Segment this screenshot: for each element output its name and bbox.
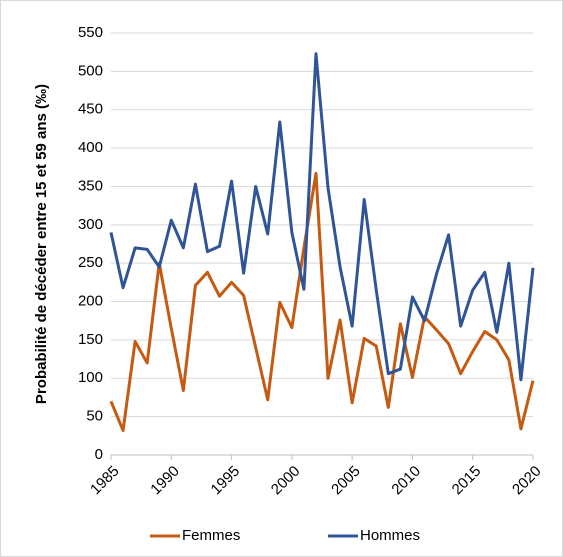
series-line bbox=[109, 52, 535, 382]
y-tick-label: 300 bbox=[78, 216, 103, 233]
y-tick-label: 550 bbox=[78, 24, 103, 41]
y-tick-label: 400 bbox=[78, 139, 103, 156]
y-tick-label: 150 bbox=[78, 331, 103, 348]
series-line bbox=[109, 171, 535, 432]
legend-label: Hommes bbox=[360, 527, 420, 544]
y-tick-label: 450 bbox=[78, 101, 103, 118]
y-tick-label: 350 bbox=[78, 177, 103, 194]
y-axis-label: Probabilité de décéder entre 15 et 59 an… bbox=[33, 84, 50, 404]
y-tick-label: 500 bbox=[78, 62, 103, 79]
y-tick-label: 50 bbox=[86, 408, 103, 425]
y-tick-label: 0 bbox=[95, 446, 103, 463]
y-tick-label: 200 bbox=[78, 293, 103, 310]
y-tick-label: 100 bbox=[78, 369, 103, 386]
y-tick-label: 250 bbox=[78, 254, 103, 271]
legend-label: Femmes bbox=[182, 527, 240, 544]
